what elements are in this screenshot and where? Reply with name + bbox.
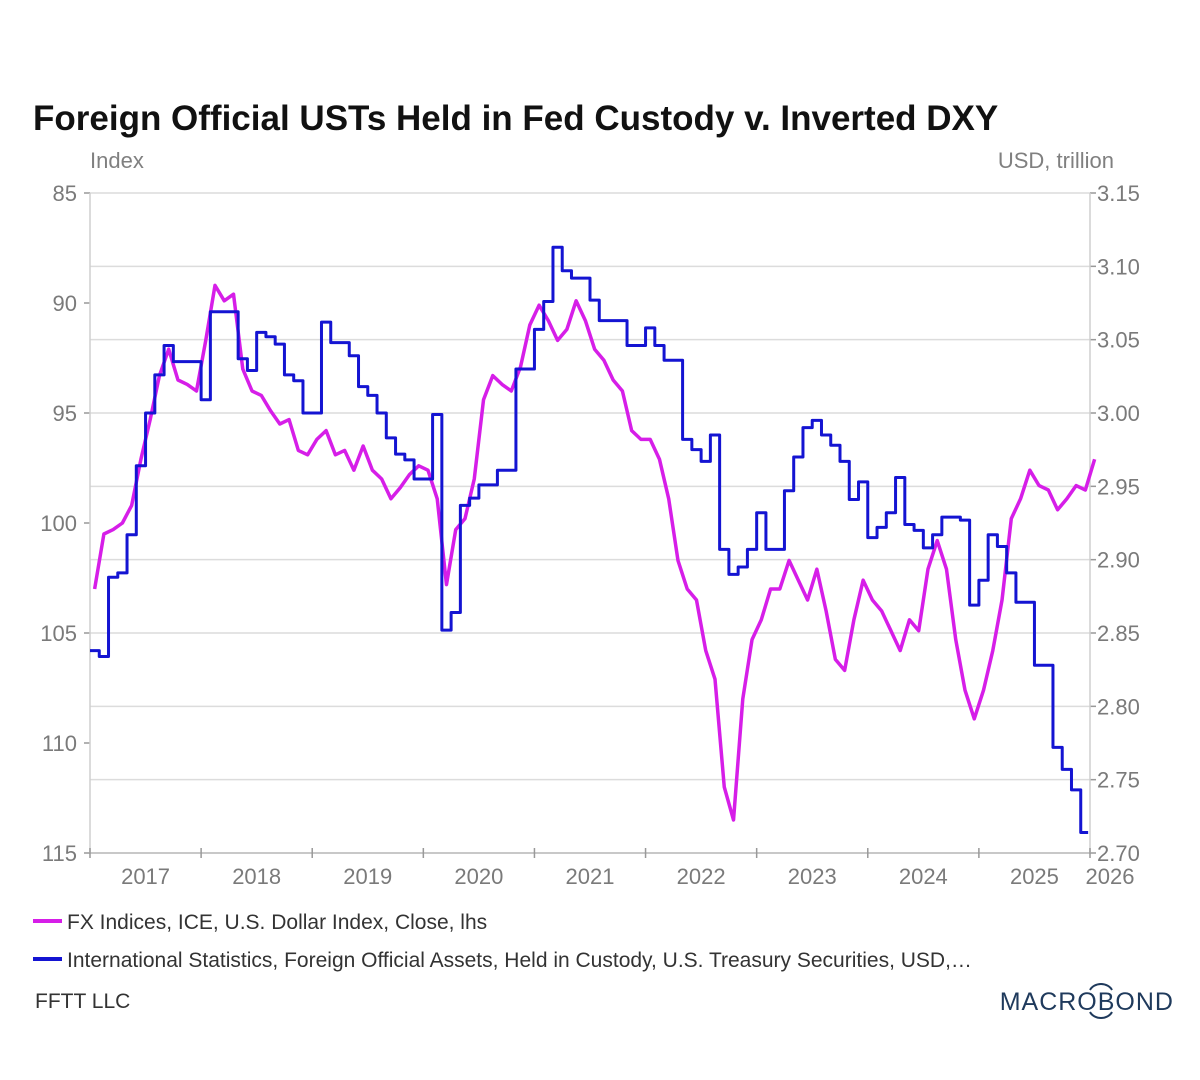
x-tick-label: 2018 (232, 864, 281, 889)
right-tick-label: 3.00 (1097, 401, 1140, 426)
right-axis-unit: USD, trillion (998, 148, 1114, 173)
right-tick-label: 3.05 (1097, 328, 1140, 353)
legend-item-custody[interactable]: International Statistics, Foreign Offici… (33, 949, 972, 972)
x-tick-label: 2022 (677, 864, 726, 889)
right-tick-label: 3.10 (1097, 254, 1140, 279)
left-tick-label: 105 (40, 621, 77, 646)
legend-item-dxy[interactable]: FX Indices, ICE, U.S. Dollar Index, Clos… (33, 911, 487, 934)
left-tick-label: 110 (42, 731, 77, 756)
left-axis-unit: Index (90, 148, 144, 173)
x-tick-label: 2017 (121, 864, 170, 889)
x-tick-label: 2026 (1086, 864, 1135, 889)
legend-label-custody: International Statistics, Foreign Offici… (67, 949, 972, 972)
left-tick-label: 100 (40, 511, 77, 536)
left-tick-label: 115 (42, 841, 77, 866)
chart-title: Foreign Official USTs Held in Fed Custod… (33, 99, 998, 138)
dxy-line (95, 285, 1095, 820)
x-tick-label: 2024 (899, 864, 948, 889)
legend: FX Indices, ICE, U.S. Dollar Index, Clos… (33, 911, 972, 972)
right-tick-label: 2.80 (1097, 694, 1140, 719)
right-tick-label: 2.85 (1097, 621, 1140, 646)
left-tick-label: 85 (53, 181, 77, 206)
legend-label-dxy: FX Indices, ICE, U.S. Dollar Index, Clos… (67, 911, 487, 934)
x-tick-label: 2019 (343, 864, 392, 889)
left-tick-label: 95 (53, 401, 77, 426)
right-tick-label: 2.90 (1097, 548, 1140, 573)
macrobond-logo: MACROBOND (1000, 984, 1174, 1018)
x-tick-label: 2021 (566, 864, 615, 889)
right-tick-label: 2.70 (1097, 841, 1140, 866)
right-tick-label: 2.75 (1097, 768, 1140, 793)
left-tick-label: 90 (53, 291, 77, 316)
right-tick-label: 2.95 (1097, 474, 1140, 499)
svg-text:MACROBOND: MACROBOND (1000, 988, 1174, 1016)
series-lines (90, 247, 1095, 832)
x-tick-label: 2023 (788, 864, 837, 889)
right-tick-label: 3.15 (1097, 181, 1140, 206)
x-tick-label: 2025 (1010, 864, 1059, 889)
x-tick-label: 2020 (454, 864, 503, 889)
source-label: FFTT LLC (35, 990, 130, 1013)
